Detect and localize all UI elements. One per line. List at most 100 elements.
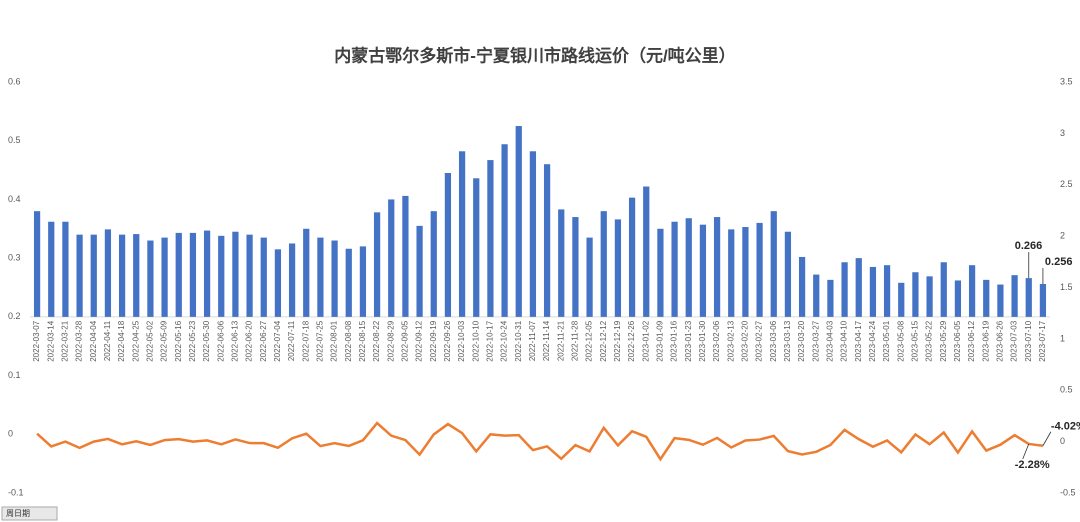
bar	[388, 199, 395, 317]
x-tick-label: 2023-07-10	[1024, 320, 1033, 361]
bar	[997, 284, 1004, 317]
bar	[161, 237, 168, 317]
x-tick-label: 2022-10-10	[471, 320, 480, 361]
bar	[770, 211, 777, 317]
bar	[48, 221, 55, 317]
x-tick-label: 2023-02-27	[755, 320, 764, 361]
y-tick-label: 0.2	[8, 311, 21, 321]
bar	[728, 229, 735, 317]
bar	[501, 144, 508, 317]
x-tick-label: 2023-01-16	[670, 320, 679, 361]
bar	[586, 237, 593, 317]
bar	[90, 234, 97, 317]
x-tick-label: 2022-06-20	[245, 320, 254, 361]
x-tick-label: 2023-07-17	[1038, 320, 1047, 361]
x-tick-label: 2022-11-21	[556, 320, 565, 361]
x-tick-label: 2022-05-16	[174, 320, 183, 361]
bar	[841, 262, 848, 317]
y2-tick-label: 3.5	[1060, 76, 1073, 86]
bar	[529, 151, 537, 317]
bar	[317, 237, 324, 317]
bar	[345, 248, 352, 317]
x-tick-label: 2023-06-19	[981, 320, 990, 361]
bar	[118, 234, 126, 317]
bar	[968, 265, 976, 317]
x-tick-label: 2022-03-14	[46, 320, 55, 361]
bar	[1011, 275, 1018, 317]
x-tick-label: 2023-05-22	[925, 320, 934, 361]
bar	[274, 249, 282, 317]
x-tick-label: 2023-01-30	[698, 320, 707, 361]
x-tick-label: 2022-12-12	[599, 320, 608, 361]
bar	[288, 243, 296, 317]
bar	[260, 237, 267, 317]
y2-tick-label: 2.5	[1060, 179, 1073, 189]
filter-button[interactable]	[1, 506, 58, 521]
bar	[813, 274, 820, 317]
data-label: 0.256	[1045, 256, 1073, 268]
bar	[869, 266, 877, 317]
x-tick-label: 2022-10-31	[514, 320, 523, 361]
y-tick-label: 0.3	[8, 253, 21, 263]
x-tick-label: 2022-08-29	[386, 320, 395, 361]
x-tick-label: 2023-04-03	[826, 320, 835, 361]
x-tick-label: 2022-08-01	[330, 320, 339, 361]
line	[36, 421, 1044, 462]
x-tick-label: 2022-12-19	[613, 320, 622, 361]
y2-tick-label: 1.5	[1060, 282, 1073, 292]
x-tick-label: 2022-06-27	[259, 320, 268, 361]
y2-tick-label: 1	[1060, 333, 1065, 343]
x-tick-label: 2022-12-26	[627, 320, 636, 361]
bar	[246, 234, 253, 317]
x-tick-label: 2022-08-08	[344, 320, 353, 361]
bar	[912, 272, 919, 317]
x-tick-label: 2023-05-01	[882, 320, 891, 361]
y-tick-label: 0.5	[8, 135, 21, 145]
bar	[147, 240, 154, 317]
bar	[898, 282, 905, 317]
bar	[954, 280, 962, 317]
bar	[699, 224, 707, 317]
x-tick-label: 2022-09-12	[415, 320, 424, 361]
x-tick-label: 2022-08-15	[358, 320, 367, 361]
x-tick-label: 2022-08-22	[372, 320, 381, 361]
x-tick-label: 2022-10-17	[486, 320, 495, 361]
bar	[1025, 278, 1032, 317]
y2-tick-label: 0.5	[1060, 385, 1073, 395]
bar	[685, 218, 692, 317]
leader-line	[1022, 443, 1030, 460]
bar	[203, 230, 211, 317]
bar	[373, 212, 381, 317]
x-tick-label: 2022-05-30	[202, 320, 211, 361]
x-tick-label: 2023-04-17	[854, 320, 863, 361]
x-tick-label: 2023-06-26	[996, 320, 1005, 361]
x-tick-label: 2023-05-29	[939, 320, 948, 361]
x-tick-label: 2023-02-20	[741, 320, 750, 361]
bar	[104, 229, 112, 317]
x-tick-label: 2022-03-07	[32, 320, 41, 361]
x-tick-label: 2022-07-25	[316, 320, 325, 361]
chart-title: 内蒙古鄂尔多斯市-宁夏银川市路线运价（元/吨公里）	[334, 45, 735, 65]
data-label: -4.02%	[1051, 421, 1080, 433]
y-tick-label: 0.1	[8, 370, 21, 380]
x-tick-label: 2022-05-09	[160, 320, 169, 361]
bar	[657, 228, 664, 317]
x-tick-label: 2023-03-27	[811, 320, 820, 361]
bar	[62, 221, 69, 317]
bar	[784, 231, 792, 317]
x-tick-label: 2023-07-03	[1010, 320, 1019, 361]
x-tick-label: 2022-05-23	[188, 320, 197, 361]
data-label: 0.266	[1015, 240, 1043, 252]
bar	[558, 209, 565, 317]
x-tick-label: 2022-07-04	[273, 320, 282, 361]
x-tick-label: 2023-05-15	[911, 320, 920, 361]
bar	[883, 265, 891, 317]
filter-label[interactable]: 周日期	[6, 509, 30, 518]
bar	[983, 279, 990, 317]
x-tick-label: 2023-03-13	[783, 320, 792, 361]
bar	[940, 262, 947, 317]
x-tick-label: 2023-03-20	[797, 320, 806, 361]
x-tick-label: 2022-04-04	[89, 320, 98, 361]
x-tick-label: 2022-06-13	[231, 320, 240, 361]
